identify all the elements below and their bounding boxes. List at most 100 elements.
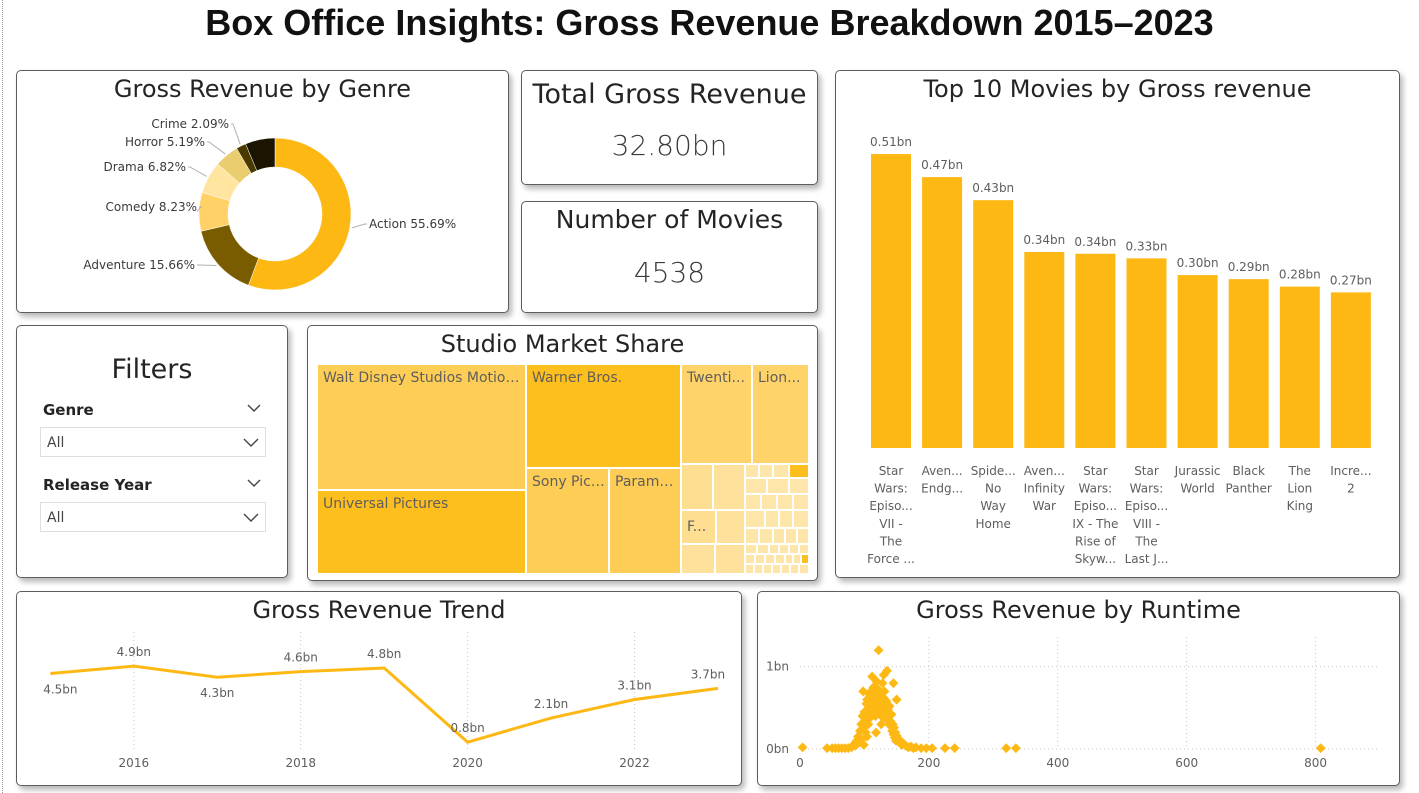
- treemap-cell-sony[interactable]: Sony Pict...: [526, 468, 609, 574]
- bar-category-label: Panther: [1226, 482, 1272, 496]
- treemap-cell-universal[interactable]: Universal Pictures: [317, 490, 526, 574]
- treemap-small-cell[interactable]: [713, 464, 745, 510]
- treemap-small-cell[interactable]: [759, 528, 773, 544]
- donut-slice-adventure: [200, 224, 259, 286]
- bar-category-label: Endg...: [921, 482, 963, 496]
- bar-category-label: IX - The: [1072, 517, 1118, 531]
- treemap-small-cell[interactable]: [779, 544, 789, 554]
- runtime-point: [862, 731, 872, 742]
- filters-title: Filters: [111, 354, 193, 385]
- treemap-small-cell[interactable]: [777, 494, 793, 510]
- treemap-small-cell[interactable]: [715, 544, 745, 574]
- year-filter-dropdown[interactable]: All: [40, 502, 266, 532]
- studio-treemap[interactable]: Walt Disney Studios Motion ... Universal…: [317, 364, 809, 574]
- treemap-cell-twentieth[interactable]: Twenti...: [681, 364, 752, 464]
- treemap-small-cell[interactable]: [745, 554, 755, 564]
- donut-leader-horror: [207, 141, 226, 155]
- runtime-scatter-chart[interactable]: 0 200 400 600 800 0bn 1bn: [758, 592, 1400, 786]
- treemap-small-cell[interactable]: [716, 510, 745, 544]
- bar-value-label: 0.47bn: [921, 158, 963, 172]
- bar-category-label: Episo...: [1125, 499, 1168, 513]
- treemap-small-cell[interactable]: [681, 464, 713, 510]
- treemap-small-cell[interactable]: [759, 464, 773, 478]
- treemap-small-cell[interactable]: [755, 554, 765, 564]
- trend-xtick-label: 2020: [452, 756, 483, 770]
- chevron-down-icon[interactable]: [247, 401, 261, 415]
- treemap-small-cell[interactable]: [793, 554, 801, 564]
- runtime-point: [888, 678, 899, 689]
- bar-category-label: Skyw...: [1075, 552, 1116, 566]
- treemap-small-cell[interactable]: [781, 564, 790, 574]
- treemap-small-cell[interactable]: [801, 554, 809, 564]
- treemap-small-cell[interactable]: [754, 564, 763, 574]
- bar-value-label: 0.43bn: [972, 181, 1014, 195]
- treemap-small-cell[interactable]: [761, 494, 777, 510]
- edge-guide: [2, 0, 3, 793]
- genre-card-title: Gross Revenue by Genre: [113, 75, 412, 103]
- treemap-small-cell[interactable]: [789, 478, 809, 494]
- treemap-small-cell[interactable]: [745, 564, 754, 574]
- treemap-small-cell[interactable]: [790, 564, 799, 574]
- treemap-small-cells[interactable]: [681, 464, 809, 574]
- treemap-small-cell[interactable]: [767, 478, 789, 494]
- treemap-small-cell[interactable]: [681, 544, 715, 574]
- trend-card[interactable]: Gross Revenue Trend 2016 2018 2020 2022 4.5b…: [16, 591, 742, 786]
- treemap-small-cell[interactable]: [745, 464, 759, 478]
- treemap-cell-lionsgate[interactable]: Lion...: [752, 364, 809, 464]
- page-title: Box Office Insights: Gross Revenue Break…: [205, 2, 1214, 43]
- treemap-small-cell[interactable]: [799, 544, 809, 554]
- treemap-small-cell[interactable]: [757, 544, 769, 554]
- kpi-movies-card: Number of Movies 4538: [521, 201, 818, 313]
- treemap-small-cell[interactable]: [793, 494, 809, 510]
- bar-4: [1075, 253, 1116, 448]
- treemap-small-cell[interactable]: [745, 510, 765, 528]
- studio-treemap-card[interactable]: Studio Market Share Walt Disney Studios …: [307, 325, 818, 581]
- genre-donut-chart[interactable]: Action 55.69% Adventure 15.66% Comedy 8.23…: [17, 71, 509, 313]
- treemap-small-cell[interactable]: [799, 564, 809, 574]
- treemap-small-cell[interactable]: [772, 564, 781, 574]
- runtime-point: [1010, 743, 1021, 754]
- genre-filter-dropdown[interactable]: All: [40, 427, 266, 457]
- year-filter-value: All: [47, 510, 65, 526]
- runtime-card[interactable]: Gross Revenue by Runtime 0 200 400 600 800 0b…: [757, 591, 1400, 786]
- bar-category-label: VII -: [879, 517, 902, 531]
- treemap-small-cell[interactable]: [773, 464, 789, 478]
- bar-3: [1024, 252, 1065, 448]
- genre-donut-card[interactable]: Gross Revenue by Genre Action 55.69% Adve…: [16, 70, 509, 313]
- runtime-xtick-label: 600: [1175, 756, 1198, 770]
- treemap-small-cell[interactable]: [745, 544, 757, 554]
- treemap-small-cell[interactable]: [785, 554, 793, 564]
- treemap-cell-paramount[interactable]: Paramo...: [609, 468, 681, 574]
- trend-line-chart[interactable]: 2016 2018 2020 2022 4.5bn 4.9bn 4.3bn 4.6bn 4.8b…: [17, 592, 742, 786]
- trend-xtick-label: 2016: [119, 756, 150, 770]
- treemap-small-cell[interactable]: [789, 544, 799, 554]
- treemap-small-cell[interactable]: [793, 510, 809, 528]
- trend-data-label: 2.1bn: [534, 697, 568, 711]
- treemap-small-cell[interactable]: [765, 510, 779, 528]
- year-filter-label: Release Year: [43, 476, 152, 494]
- top10-card[interactable]: Top 10 Movies by Gross revenue 0.51bn Sta…: [835, 70, 1400, 578]
- treemap-cell-f[interactable]: F...: [681, 510, 716, 544]
- treemap-small-cell[interactable]: [769, 544, 779, 554]
- treemap-small-cell[interactable]: [763, 564, 772, 574]
- treemap-cell-disney[interactable]: Walt Disney Studios Motion ...: [317, 364, 526, 490]
- top10-bar-chart[interactable]: 0.51bn Star Wars: Episo... VII - The Force ...…: [836, 71, 1400, 578]
- treemap-small-cell[interactable]: [779, 510, 793, 528]
- treemap-small-cell[interactable]: [775, 554, 785, 564]
- chevron-down-icon[interactable]: [247, 476, 261, 490]
- treemap-small-cell[interactable]: [765, 554, 775, 564]
- treemap-small-cell[interactable]: [785, 528, 797, 544]
- treemap-small-cell[interactable]: [797, 528, 809, 544]
- donut-label-action: Action 55.69%: [369, 217, 456, 231]
- treemap-small-cell[interactable]: [745, 478, 767, 494]
- runtime-point: [864, 707, 875, 717]
- treemap-small-cell[interactable]: [789, 464, 809, 478]
- treemap-cell-warner[interactable]: Warner Bros.: [526, 364, 681, 468]
- treemap-small-cell[interactable]: [745, 494, 761, 510]
- treemap-small-cell[interactable]: [773, 528, 785, 544]
- treemap-small-cell[interactable]: [745, 528, 759, 544]
- trend-line: [50, 664, 719, 744]
- donut-slice-action: [248, 137, 352, 291]
- trend-xtick-label: 2022: [619, 756, 650, 770]
- runtime-point: [891, 694, 902, 705]
